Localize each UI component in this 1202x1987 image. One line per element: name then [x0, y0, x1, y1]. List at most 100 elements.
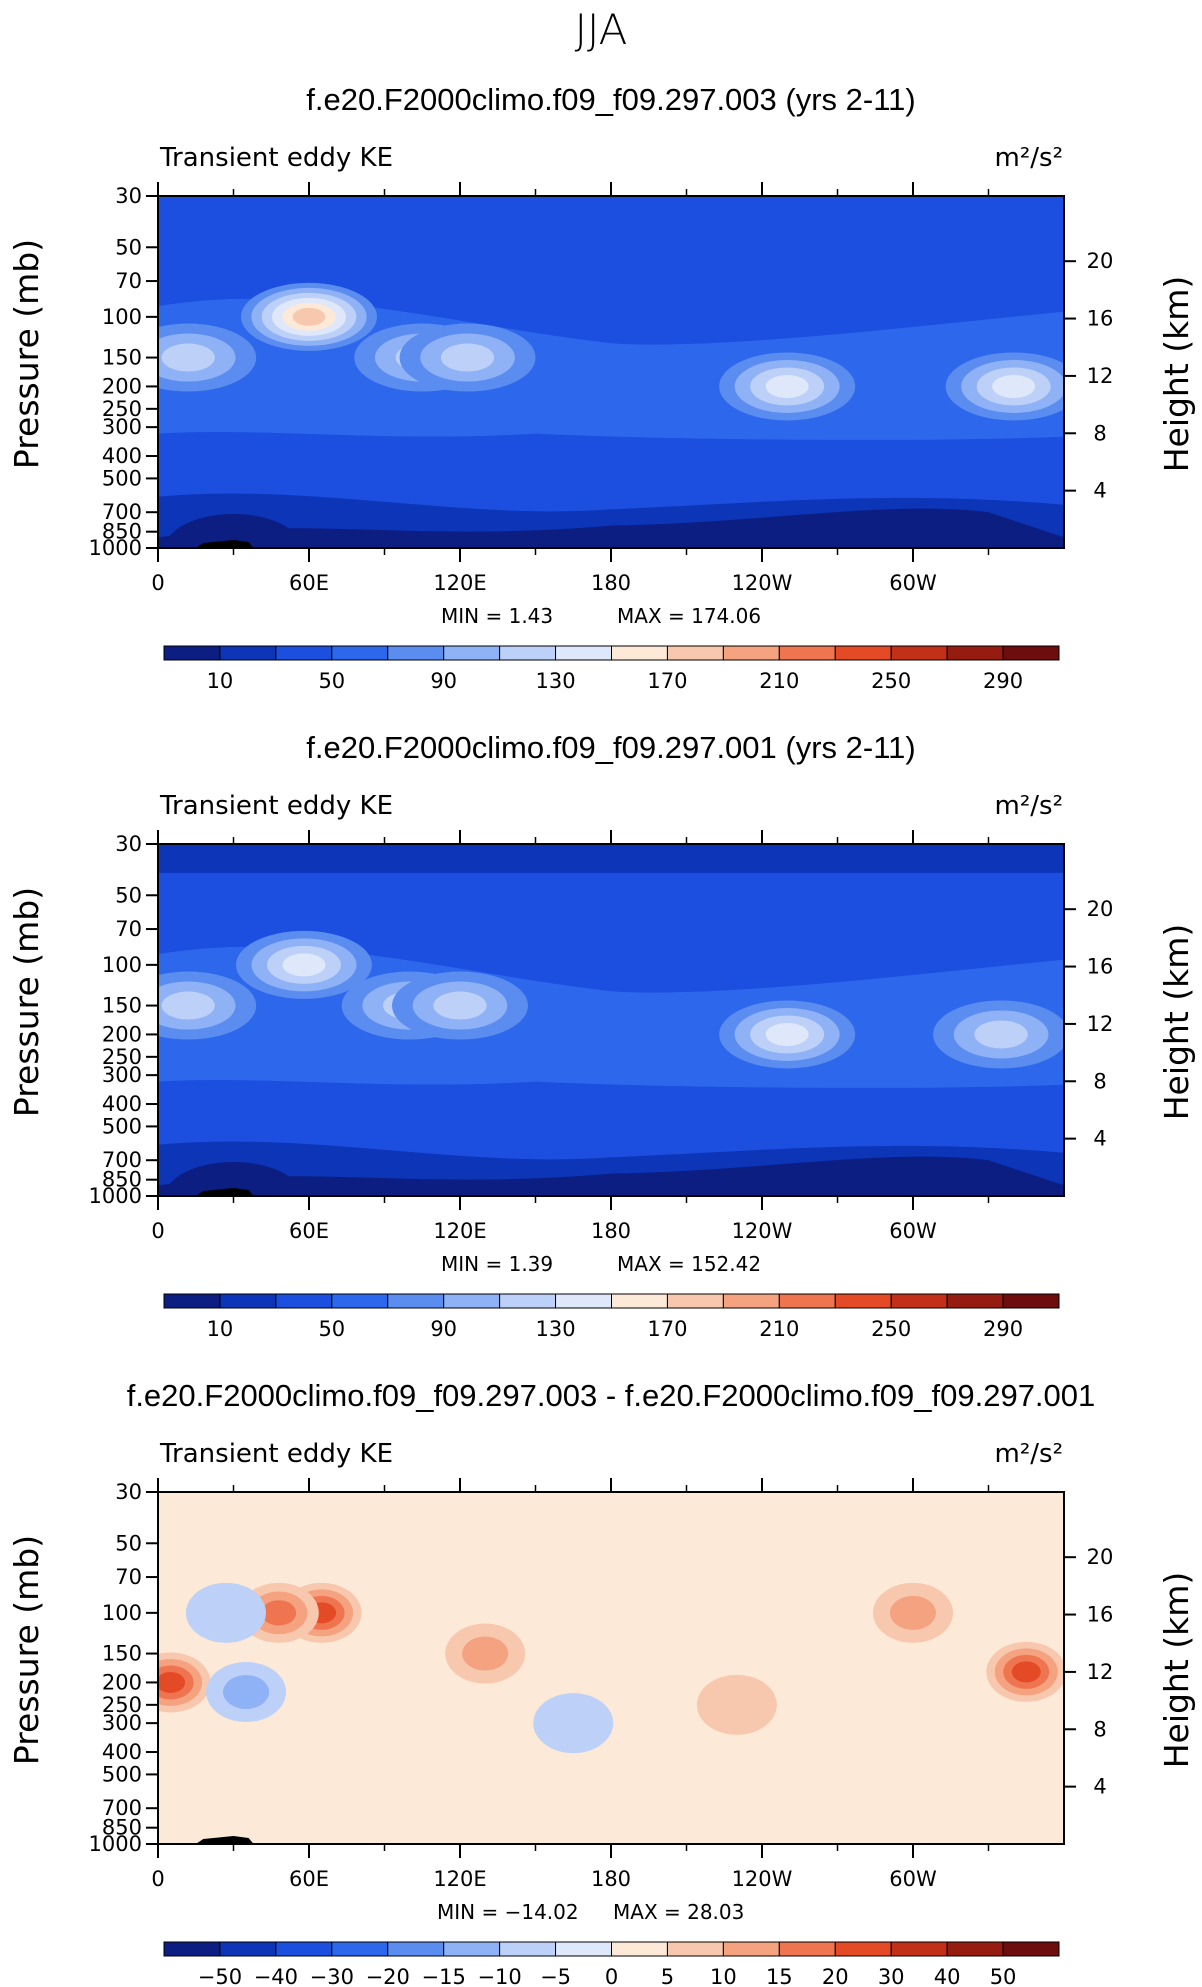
- colorbar-label: 10: [710, 1965, 737, 1987]
- min-stat: MIN = −14.02: [437, 1900, 579, 1924]
- y2-tick-label: 4: [1093, 1775, 1106, 1799]
- colorbar-swatch: [890, 1941, 948, 1957]
- contour-level: [533, 1693, 614, 1754]
- contour-field: [158, 196, 1064, 548]
- colorbar-swatch: [834, 1941, 892, 1957]
- y2-axis-label: Height (km): [1157, 276, 1196, 473]
- contour-level: [992, 374, 1036, 398]
- colorbar-swatch: [1002, 1293, 1060, 1309]
- y2-tick-label: 8: [1093, 1069, 1106, 1093]
- panel-title: f.e20.F2000climo.f09_f09.297.003 - f.e20…: [127, 1378, 1096, 1413]
- x-tick-label: 0: [151, 571, 164, 595]
- x-tick-label: 60E: [289, 1867, 329, 1891]
- contour-level: [292, 307, 326, 326]
- y2-tick-label: 20: [1087, 249, 1114, 273]
- y-tick-label: 850: [102, 1816, 142, 1840]
- colorbar-label: 170: [647, 1317, 687, 1341]
- contour-level: [440, 343, 495, 372]
- y-tick-label: 1000: [89, 1832, 142, 1856]
- colorbar-swatch: [722, 645, 780, 661]
- colorbar-swatch: [1002, 1941, 1060, 1957]
- y-tick-label: 300: [102, 1063, 142, 1087]
- x-tick-label: 120E: [433, 1867, 486, 1891]
- colorbar-label: −30: [310, 1965, 354, 1987]
- y-tick-label: 500: [102, 1114, 142, 1138]
- colorbar-swatch: [387, 1941, 445, 1957]
- colorbar-swatch: [443, 1941, 501, 1957]
- stratosphere-band: [158, 196, 1064, 225]
- y-tick-label: 200: [102, 1670, 142, 1694]
- contour-level: [261, 1600, 297, 1626]
- colorbar-label: 170: [647, 669, 687, 693]
- y-tick-label: 500: [102, 1762, 142, 1786]
- colorbar-swatch: [555, 1293, 612, 1309]
- y-tick-label: 100: [102, 953, 142, 977]
- x-tick-label: 60E: [289, 571, 329, 595]
- contour-level: [974, 1020, 1028, 1049]
- y-tick-label: 400: [102, 1092, 142, 1116]
- max-stat: MAX = 174.06: [617, 604, 761, 628]
- colorbar-label: 250: [871, 669, 911, 693]
- panel-title: f.e20.F2000climo.f09_f09.297.001 (yrs 2-…: [306, 730, 915, 765]
- colorbar-label: 210: [759, 669, 799, 693]
- panel-title: f.e20.F2000climo.f09_f09.297.003 (yrs 2-…: [306, 82, 915, 117]
- contour-level: [165, 514, 302, 548]
- colorbar-label: 15: [766, 1965, 793, 1987]
- contour-field: [158, 1492, 1064, 1844]
- x-tick-label: 60W: [889, 571, 937, 595]
- colorbar-swatch: [275, 1293, 333, 1309]
- field-background: [158, 1492, 1064, 1844]
- y-tick-label: 250: [102, 397, 142, 421]
- colorbar-swatch: [778, 645, 836, 661]
- colorbar-swatch: [946, 1293, 1004, 1309]
- colorbar-swatch: [722, 1941, 780, 1957]
- y-tick-label: 400: [102, 444, 142, 468]
- colorbar-label: 10: [207, 1317, 234, 1341]
- y2-tick-label: 16: [1087, 955, 1114, 979]
- colorbar-swatch: [834, 1293, 892, 1309]
- contour-level: [185, 1582, 266, 1643]
- y-tick-label: 300: [102, 1711, 142, 1735]
- colorbar-label: 40: [934, 1965, 961, 1987]
- y2-tick-label: 8: [1093, 1717, 1106, 1741]
- figure-title: JJA: [575, 5, 628, 54]
- y-tick-label: 30: [115, 1480, 142, 1504]
- colorbar-label: 50: [318, 1317, 345, 1341]
- y-axis-label: Pressure (mb): [7, 239, 46, 469]
- colorbar-label: 210: [759, 1317, 799, 1341]
- y2-axis-label: Height (km): [1157, 1572, 1196, 1769]
- units-label: m²/s²: [995, 791, 1063, 821]
- x-tick-label: 120W: [732, 1867, 793, 1891]
- colorbar: 10 50 90 130 170 210 250 290: [163, 645, 1060, 693]
- contour-level: [1011, 1661, 1041, 1683]
- contour-level: [765, 374, 809, 398]
- colorbar-swatch: [331, 645, 389, 661]
- colorbar-label: 20: [822, 1965, 849, 1987]
- y-tick-label: 250: [102, 1045, 142, 1069]
- colorbar-swatch: [163, 1293, 221, 1309]
- stratosphere-band: [158, 844, 1064, 873]
- colorbar-label: 130: [536, 1317, 576, 1341]
- y2-axis-label: Height (km): [1157, 924, 1196, 1121]
- panel-2: f.e20.F2000climo.f09_f09.297.001 (yrs 2-…: [7, 730, 1196, 1341]
- colorbar-swatch: [778, 1293, 836, 1309]
- colorbar-swatch: [778, 1941, 836, 1957]
- colorbar-label: −50: [198, 1965, 242, 1987]
- surface-band: [158, 1156, 1064, 1196]
- colorbar-label: −10: [477, 1965, 521, 1987]
- y-tick-label: 850: [102, 520, 142, 544]
- colorbar-swatch: [1002, 645, 1060, 661]
- x-tick-label: 120E: [433, 1219, 486, 1243]
- max-stat: MAX = 152.42: [617, 1252, 761, 1276]
- colorbar-swatch: [387, 645, 445, 661]
- colorbar-swatch: [555, 1941, 612, 1957]
- y-tick-label: 30: [115, 184, 142, 208]
- units-label: m²/s²: [995, 1439, 1063, 1469]
- x-tick-label: 180: [591, 1867, 631, 1891]
- colorbar-swatch: [611, 645, 668, 661]
- x-tick-label: 120W: [732, 1219, 793, 1243]
- colorbar-swatch: [890, 1293, 948, 1309]
- y-tick-label: 500: [102, 466, 142, 490]
